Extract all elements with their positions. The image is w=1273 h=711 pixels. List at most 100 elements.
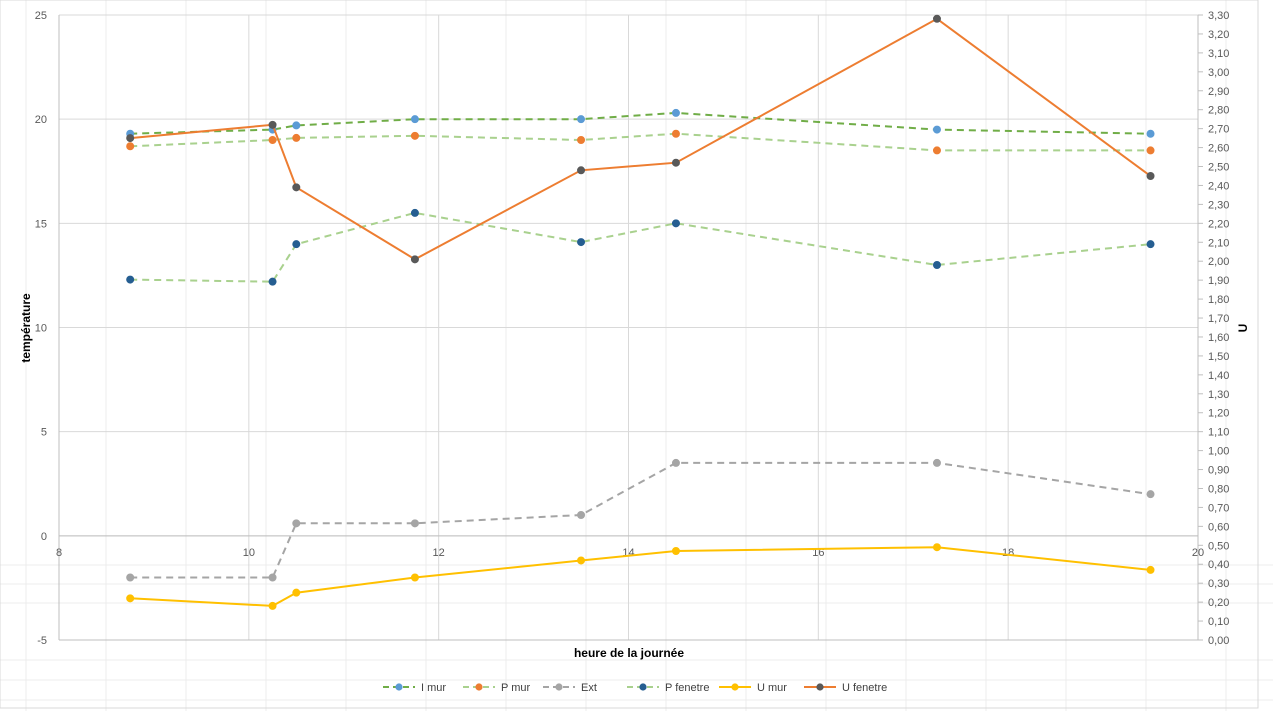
data-point [577, 510, 586, 519]
y-tick-label: 10 [35, 323, 47, 335]
y2-axis-tick-labels: 0,00 0,10 0,20 0,30 0,40 0,50 0,60 0,70 0,80 0,90… [1208, 10, 1229, 647]
y-tick-label: 20 [35, 114, 47, 126]
y-axis-title: température [19, 293, 33, 363]
y2-tick-label: 2,90 [1208, 86, 1229, 98]
y2-tick-label: 0,60 [1208, 521, 1229, 533]
data-point [268, 601, 277, 610]
y2-tick-label: 3,10 [1208, 48, 1229, 60]
y2-tick-label: 2,70 [1208, 124, 1229, 136]
data-point [932, 260, 941, 269]
data-point [932, 14, 941, 23]
data-point [292, 240, 301, 249]
legend-marker-swatch [816, 683, 824, 691]
y2-tick-label: 3,30 [1208, 10, 1229, 22]
y2-tick-label: 2,60 [1208, 143, 1229, 155]
data-point [126, 142, 135, 151]
legend-marker-swatch [395, 683, 403, 691]
y2-tick-label: 2,50 [1208, 162, 1229, 174]
y-tick-label: 5 [41, 427, 47, 439]
x-tick-label: 18 [1002, 547, 1014, 559]
legend-label: I mur [421, 682, 446, 694]
data-point [577, 115, 586, 124]
data-point [126, 573, 135, 582]
data-point [126, 134, 135, 143]
data-point [1146, 490, 1155, 499]
y2-tick-label: 3,00 [1208, 67, 1229, 79]
series-line [130, 461, 1151, 579]
data-point [410, 208, 419, 217]
series-u-mur [126, 543, 1155, 610]
series-line [130, 546, 1151, 607]
legend-marker-swatch [639, 683, 647, 691]
series-i-mur [126, 108, 1155, 138]
data-point [932, 125, 941, 134]
data-point [671, 129, 680, 138]
axes [58, 14, 1203, 641]
series-line [130, 111, 1151, 135]
data-point [577, 166, 586, 175]
y2-tick-label: 2,40 [1208, 180, 1229, 192]
series-layer [126, 14, 1155, 610]
y2-tick-label: 1,10 [1208, 427, 1229, 439]
data-point [671, 158, 680, 167]
series-p-fenetre [126, 208, 1155, 286]
y2-tick-label: 0,40 [1208, 559, 1229, 571]
legend-item: P mur [463, 682, 530, 694]
data-point [292, 519, 301, 528]
legend-item: P fenetre [627, 682, 709, 694]
series-u-fenetre [126, 14, 1155, 264]
y2-tick-label: 0,70 [1208, 502, 1229, 514]
legend-label: P mur [501, 682, 530, 694]
legend-item: U mur [719, 682, 787, 694]
series-line [130, 17, 1152, 261]
legend-marker-swatch [731, 683, 739, 691]
data-point [1146, 129, 1155, 138]
y2-tick-label: 1,20 [1208, 408, 1229, 420]
data-point [577, 135, 586, 144]
x-tick-label: 8 [56, 547, 62, 559]
data-point [671, 219, 680, 228]
data-point [932, 543, 941, 552]
data-point [932, 458, 941, 467]
data-point [410, 131, 419, 140]
y2-tick-label: 1,00 [1208, 446, 1229, 458]
data-point [126, 594, 135, 603]
legend-marker-swatch [475, 683, 483, 691]
y2-tick-label: 0,80 [1208, 483, 1229, 495]
legend-label: P fenetre [665, 682, 709, 694]
data-point [671, 108, 680, 117]
data-point [1146, 171, 1155, 180]
legend-item: I mur [383, 682, 446, 694]
legend-marker-swatch [555, 683, 563, 691]
legend-item: Ext [543, 682, 597, 694]
data-point [1146, 565, 1155, 574]
y2-tick-label: 0,90 [1208, 465, 1229, 477]
data-point [671, 546, 680, 555]
y2-tick-label: 2,80 [1208, 105, 1229, 117]
data-point [292, 183, 301, 192]
x-tick-label: 12 [433, 547, 445, 559]
x-tick-label: 10 [243, 547, 255, 559]
data-point [410, 573, 419, 582]
series-p-mur [126, 129, 1155, 155]
data-point [577, 238, 586, 247]
y2-tick-label: 2,00 [1208, 256, 1229, 268]
data-point [932, 146, 941, 155]
y2-tick-label: 0,50 [1208, 540, 1229, 552]
data-point [292, 121, 301, 130]
data-point [410, 519, 419, 528]
data-point [577, 556, 586, 565]
y2-tick-label: 0,20 [1208, 597, 1229, 609]
data-point [268, 120, 277, 129]
y-tick-label: 15 [35, 218, 47, 230]
series-line [130, 132, 1151, 152]
y2-tick-label: 1,40 [1208, 370, 1229, 382]
y-tick-label: 0 [41, 531, 47, 543]
data-point [268, 135, 277, 144]
y-tick-label: 25 [35, 10, 47, 22]
y-axis-tick-labels: -5 0 5 10 15 20 25 [35, 10, 47, 647]
legend-item: U fenetre [804, 682, 887, 694]
y2-tick-label: 1,50 [1208, 351, 1229, 363]
legend-label: Ext [581, 682, 597, 694]
